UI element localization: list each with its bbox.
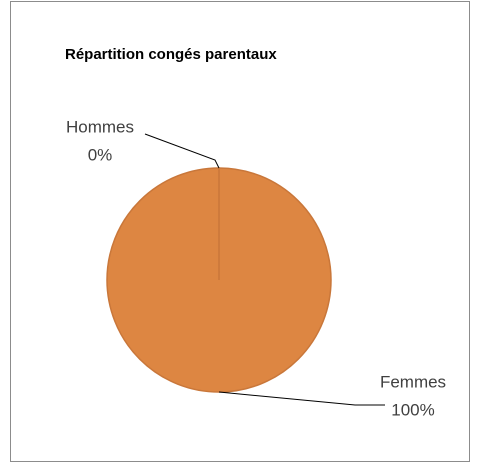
category-label: Hommes: [66, 117, 134, 136]
leader-line: [144, 133, 220, 169]
category-label: Femmes: [380, 372, 446, 391]
leader-line: [218, 391, 385, 406]
value-label: 100%: [391, 400, 434, 419]
chart-title: Répartition congés parentaux: [65, 46, 277, 63]
value-label: 0%: [88, 145, 113, 164]
